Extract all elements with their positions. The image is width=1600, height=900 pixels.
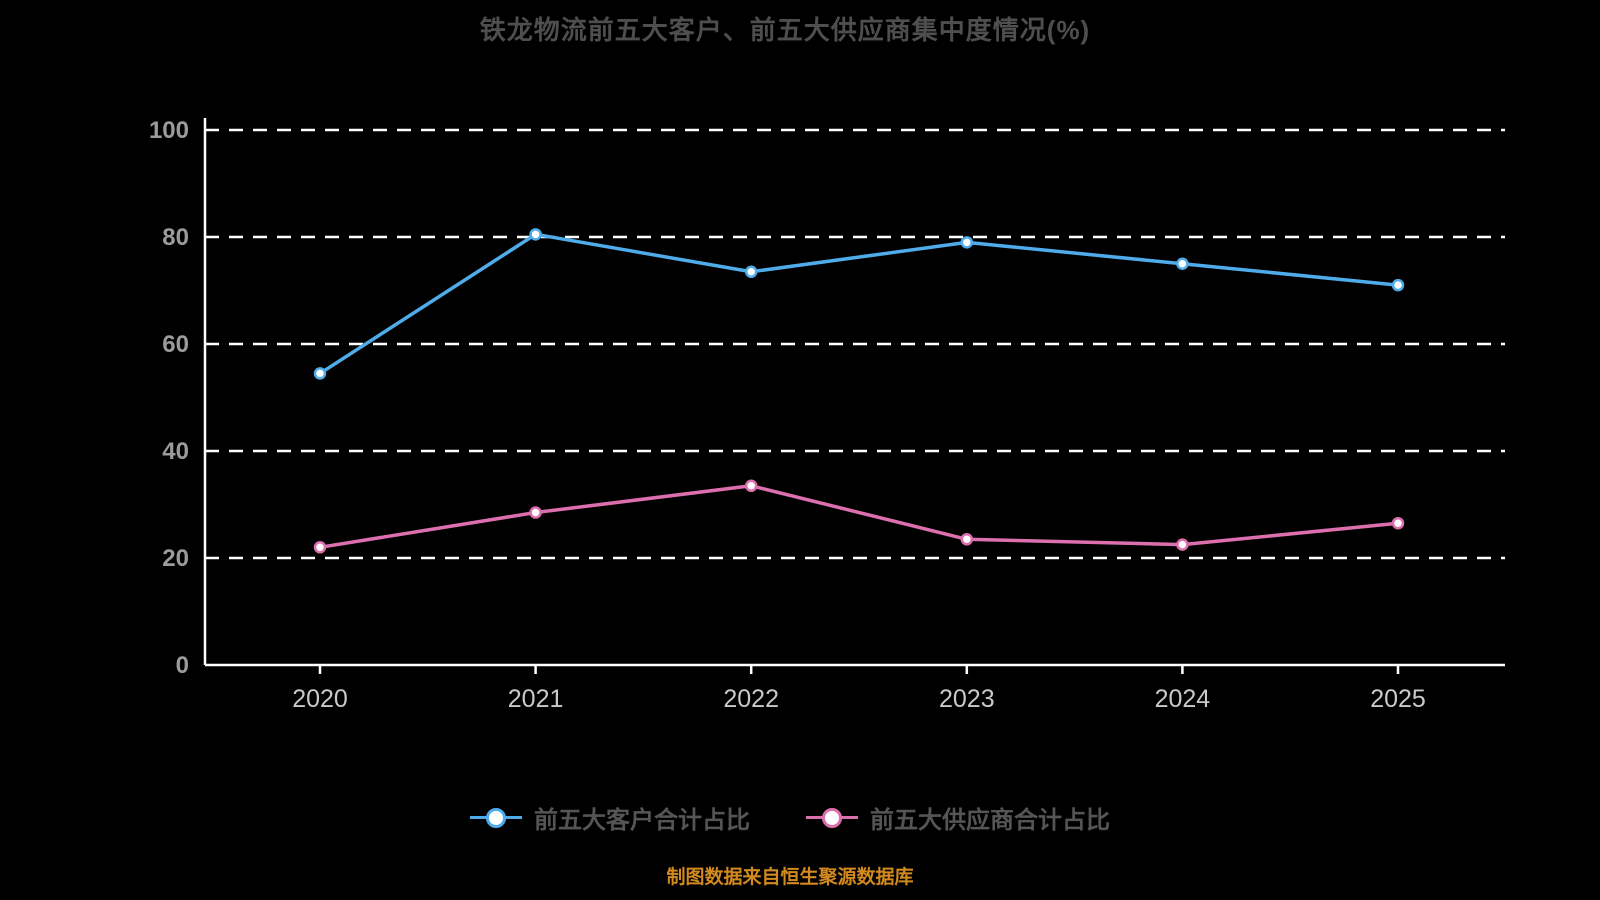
svg-text:2020: 2020 xyxy=(292,685,348,713)
svg-text:100: 100 xyxy=(149,117,189,144)
customers-series-marker-icon xyxy=(470,806,522,830)
chart-legend: 前五大客户合计占比 前五大供应商合计占比 xyxy=(0,800,1580,835)
svg-text:80: 80 xyxy=(162,224,189,251)
svg-text:0: 0 xyxy=(176,652,189,679)
svg-text:40: 40 xyxy=(162,438,189,465)
svg-text:2024: 2024 xyxy=(1155,685,1211,713)
svg-text:2021: 2021 xyxy=(508,685,564,713)
data-source-note: 制图数据来自恒生聚源数据库 xyxy=(666,867,914,888)
svg-text:2023: 2023 xyxy=(939,685,995,713)
suppliers-series-marker-icon xyxy=(806,806,858,830)
svg-text:60: 60 xyxy=(162,331,189,358)
line-chart: 0 20 40 60 80 100 2020 2021 2022 2023 2024 2025 xyxy=(149,117,1505,713)
legend-item-customers[interactable]: 前五大客户合计占比 xyxy=(470,800,750,835)
chart-title: 铁龙物流前五大客户、前五大供应商集中度情况(%) xyxy=(479,15,1091,45)
svg-text:2022: 2022 xyxy=(723,685,779,713)
svg-text:2025: 2025 xyxy=(1370,685,1426,713)
legend-label-customers: 前五大客户合计占比 xyxy=(534,807,750,834)
legend-label-suppliers: 前五大供应商合计占比 xyxy=(870,807,1110,834)
svg-text:20: 20 xyxy=(162,545,189,572)
legend-item-suppliers[interactable]: 前五大供应商合计占比 xyxy=(806,800,1110,835)
